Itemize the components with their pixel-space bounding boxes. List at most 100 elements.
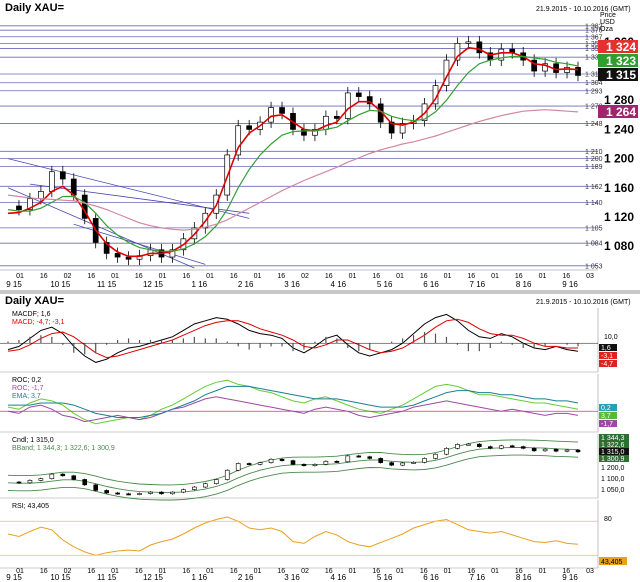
x2-top-tick-0: 01 (16, 568, 24, 575)
roc-badge-label-0: 0,2 (601, 405, 611, 412)
bband-candle-15 (170, 491, 175, 495)
hline-label-7: 1 304 (585, 80, 603, 87)
candle-36 (399, 123, 406, 134)
rsi-badge (599, 557, 627, 565)
roc-badge-label-2: -1,7 (601, 421, 613, 428)
x-top-tick-17: 16 (420, 273, 428, 280)
roc-badge-0 (599, 404, 617, 411)
x-top-tick-3: 16 (87, 273, 95, 280)
bband-candle-46 (509, 445, 515, 448)
bband-candle-47 (520, 446, 526, 449)
x2-top-tick-19: 16 (467, 568, 475, 575)
candle-48 (531, 59, 538, 72)
candle-5 (59, 171, 66, 180)
x2-top-tick-11: 16 (277, 568, 285, 575)
candle-52 (575, 67, 581, 76)
bband-line-1 (7, 439, 579, 486)
candle-25 (279, 107, 285, 114)
bband-tick-6: 1 050,0 (601, 487, 624, 494)
bband-candle-17 (192, 486, 197, 490)
x-top-tick-4: 01 (111, 273, 119, 280)
macd-legend-1: MACD; -4,7; -3,1 (12, 319, 65, 326)
price-badge-label-1: 1 323 (606, 54, 636, 68)
candle-22 (246, 125, 253, 130)
bband-candle-34 (378, 458, 383, 463)
x-bottom-tick-12: 9 16 (562, 280, 578, 289)
bband-candle-9 (104, 490, 109, 494)
bband-tick-2: 1 315,0 (601, 449, 624, 456)
x-top-tick-8: 01 (206, 273, 214, 280)
bband-badge-0 (599, 434, 629, 441)
bband-candle-40 (444, 448, 449, 455)
date-range: 21.9.2015 - 10.10.2016 (GMT) (536, 6, 631, 13)
x-bottom-tick-10: 7 16 (470, 280, 486, 289)
x2-bottom-tick-3: 12 15 (143, 573, 164, 582)
macd-badge-2 (599, 360, 617, 367)
candle-42 (465, 41, 472, 44)
hline-label-1: 1 376 (585, 28, 603, 35)
bband-candle-3 (38, 478, 44, 481)
x-top-tick-22: 01 (539, 273, 547, 280)
bband-candle-50 (553, 448, 559, 452)
macd-badge-label-0: 1,6 (601, 345, 611, 352)
x-top-tick-2: 02 (64, 273, 72, 280)
bband-candle-25 (279, 458, 285, 461)
bband-candle-2 (27, 480, 33, 484)
bband-candle-33 (367, 456, 373, 459)
price-tick-0: 1 080 (604, 239, 634, 253)
price-badge-1 (598, 54, 638, 67)
chart-title: Daily XAU= (5, 2, 64, 14)
bband-candle-13 (148, 491, 153, 494)
roc-legend-2: EMA; 3,7 (12, 393, 41, 400)
x2-bottom-tick-2: 11 15 (97, 573, 117, 582)
hline-label-0: 1 382 (585, 23, 603, 30)
bband-candle-12 (137, 493, 142, 495)
macd-badge-label-1: -3,1 (601, 353, 613, 360)
bband-candle-48 (531, 448, 537, 452)
x-bottom-tick-3: 12 15 (143, 280, 164, 289)
bband-candle-45 (498, 445, 504, 449)
candle-33 (366, 96, 373, 105)
x2-top-tick-3: 16 (87, 568, 95, 575)
x2-top-tick-9: 16 (230, 568, 238, 575)
bband-candle-37 (411, 461, 416, 464)
candle-3 (38, 191, 44, 200)
roc-series-0 (7, 379, 579, 425)
bband-candle-38 (422, 458, 427, 463)
hline-label-8: 1 293 (585, 88, 603, 95)
bband-candle-6 (71, 475, 77, 480)
x2-top-tick-14: 01 (349, 568, 357, 575)
bband-candle-51 (564, 449, 570, 452)
candle-15 (169, 249, 176, 258)
hline-label-15: 1 140 (585, 200, 603, 207)
candle-35 (388, 121, 395, 134)
x2-top-tick-2: 02 (64, 568, 72, 575)
bband-candle-23 (257, 462, 263, 465)
price-badge-2 (598, 68, 638, 81)
candle-24 (268, 107, 274, 123)
x2-top-tick-16: 01 (396, 568, 404, 575)
unit-price: Price (600, 12, 616, 19)
hline-label-3: 1 358 (585, 41, 603, 48)
x-top-tick-12: 02 (301, 273, 309, 280)
bband-candle-10 (115, 492, 120, 495)
bband-tick-4: 1 200,0 (601, 465, 624, 472)
panel-divider[interactable] (0, 290, 640, 294)
x-axis-top: 01 16 02 16 01 16 01 16 01 16 01 16 02 16 01 16 01 16 01 16… (0, 269, 598, 289)
price-moving-averages (7, 46, 579, 258)
x-top-tick-7: 16 (182, 273, 190, 280)
candle-11 (125, 256, 132, 260)
x-top-tick-21: 16 (515, 273, 523, 280)
x2-bottom-tick-12: 9 16 (562, 573, 578, 582)
x-bottom-tick-0: 9 15 (6, 280, 22, 289)
x-axis-bottom: 01 16 02 16 01 16 01 16 01 16 01 16 02 16 01 16 01 16 01 16… (6, 568, 594, 582)
x-top-tick-16: 01 (396, 273, 404, 280)
price-badge-label-3: 1 264 (606, 105, 636, 119)
price-badge-3 (598, 105, 638, 118)
hline-label-14: 1 162 (585, 184, 603, 191)
x2-top-tick-22: 01 (539, 568, 547, 575)
price-tick-5: 1 280 (604, 93, 634, 107)
bband-candle-18 (203, 483, 208, 488)
x-bottom-tick-11: 8 16 (516, 280, 532, 289)
